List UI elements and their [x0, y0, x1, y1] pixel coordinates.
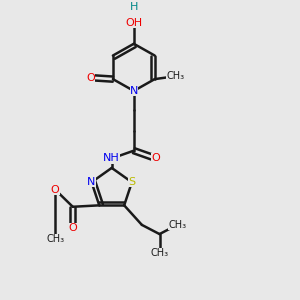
Text: O: O [86, 73, 95, 83]
Text: CH₃: CH₃ [151, 248, 169, 258]
Text: NH: NH [103, 153, 120, 164]
Text: H: H [130, 2, 139, 12]
Text: S: S [128, 177, 135, 187]
Text: OH: OH [125, 18, 142, 28]
Text: O: O [68, 223, 77, 233]
Text: O: O [152, 153, 160, 164]
Text: O: O [51, 184, 59, 194]
Text: CH₃: CH₃ [46, 234, 64, 244]
Text: N: N [87, 177, 96, 187]
Text: N: N [130, 86, 138, 96]
Text: CH₃: CH₃ [168, 220, 186, 230]
Text: CH₃: CH₃ [166, 71, 184, 81]
